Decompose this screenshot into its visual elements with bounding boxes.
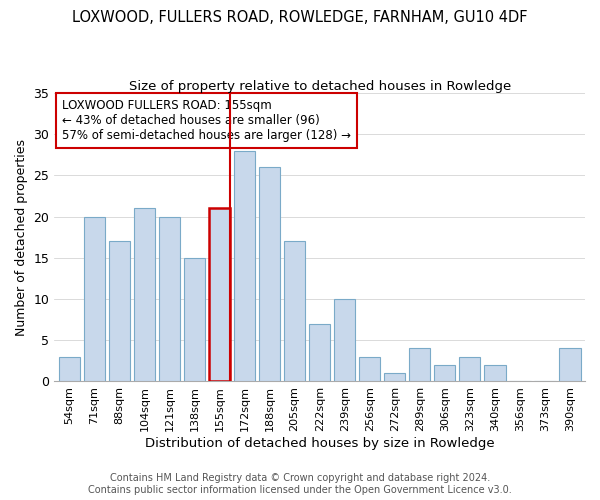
Bar — [559, 348, 581, 382]
Bar — [484, 365, 506, 382]
Bar — [109, 242, 130, 382]
X-axis label: Distribution of detached houses by size in Rowledge: Distribution of detached houses by size … — [145, 437, 494, 450]
Bar — [184, 258, 205, 382]
Bar — [334, 299, 355, 382]
Bar — [84, 216, 105, 382]
Y-axis label: Number of detached properties: Number of detached properties — [15, 138, 28, 336]
Bar — [234, 150, 255, 382]
Text: LOXWOOD, FULLERS ROAD, ROWLEDGE, FARNHAM, GU10 4DF: LOXWOOD, FULLERS ROAD, ROWLEDGE, FARNHAM… — [72, 10, 528, 25]
Text: Contains HM Land Registry data © Crown copyright and database right 2024.
Contai: Contains HM Land Registry data © Crown c… — [88, 474, 512, 495]
Bar — [359, 356, 380, 382]
Bar — [384, 373, 406, 382]
Bar — [409, 348, 430, 382]
Bar — [309, 324, 330, 382]
Bar — [159, 216, 180, 382]
Bar — [59, 356, 80, 382]
Bar — [259, 167, 280, 382]
Text: LOXWOOD FULLERS ROAD: 155sqm
← 43% of detached houses are smaller (96)
57% of se: LOXWOOD FULLERS ROAD: 155sqm ← 43% of de… — [62, 99, 351, 142]
Bar — [434, 365, 455, 382]
Bar — [284, 242, 305, 382]
Bar — [459, 356, 481, 382]
Title: Size of property relative to detached houses in Rowledge: Size of property relative to detached ho… — [128, 80, 511, 93]
Bar — [209, 208, 230, 382]
Bar — [134, 208, 155, 382]
